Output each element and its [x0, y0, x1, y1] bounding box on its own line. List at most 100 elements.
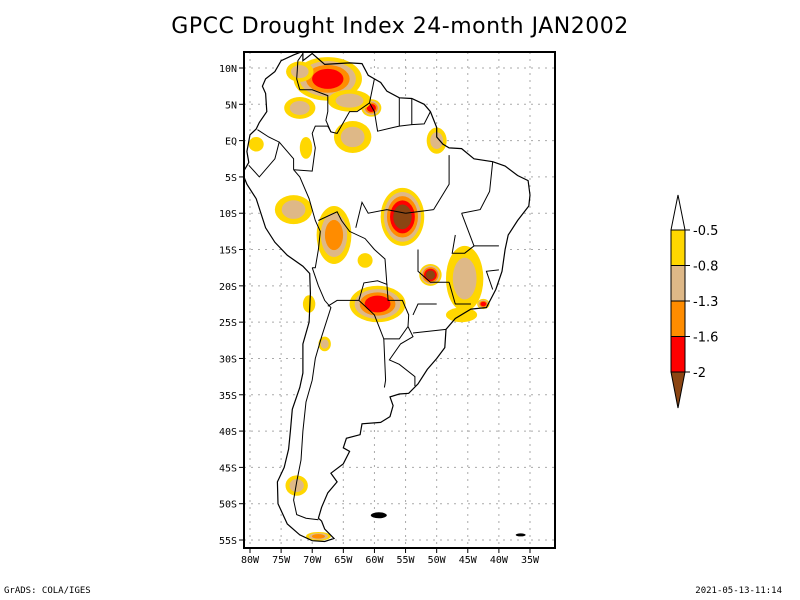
drought-level-2 [335, 93, 364, 108]
drought-level-2 [290, 65, 309, 79]
country-border [417, 249, 450, 283]
drought-region [316, 206, 352, 265]
footer-credit: GrADS: COLA/IGES [4, 586, 91, 596]
drought-level-2 [281, 200, 306, 219]
lat-tick-label: 50S [219, 500, 237, 511]
lon-tick-label: 80W [241, 555, 260, 566]
country-border [383, 338, 387, 388]
map-frame [243, 51, 556, 549]
lon-tick-label: 60W [365, 555, 384, 566]
lat-tick-label: 55S [219, 536, 237, 547]
lat-tick-label: 10N [219, 64, 237, 75]
lat-tick-label: 35S [219, 391, 237, 402]
drought-level-1 [248, 136, 264, 152]
colorbar-segment [670, 300, 686, 337]
colorbar-label: -1.6 [693, 331, 718, 346]
lat-tick-label: 10S [219, 209, 237, 220]
drought-level-2 [289, 479, 304, 493]
south-georgia-island [515, 533, 526, 537]
country-border [248, 129, 280, 178]
drought-region [327, 89, 372, 112]
drought-level-1 [299, 136, 313, 159]
drought-level-2 [289, 100, 310, 115]
colorbar-label: -0.5 [693, 224, 718, 239]
country-border [405, 209, 434, 214]
drought-level-4 [480, 301, 487, 307]
colorbar-bottom-arrow [670, 371, 686, 409]
drought-region [248, 136, 264, 152]
coastline [244, 52, 531, 543]
lat-tick-label: 15S [219, 246, 237, 257]
drought-region [302, 295, 316, 313]
drought-level-1 [302, 295, 316, 313]
drought-level-3 [311, 534, 325, 539]
drought-region [333, 120, 372, 153]
drought-region [299, 136, 313, 159]
lon-tick-label: 70W [303, 555, 322, 566]
lat-tick-label: 30S [219, 354, 237, 365]
drought-region [357, 253, 373, 268]
drought-region [274, 195, 313, 225]
colorbar-label: -1.3 [693, 295, 718, 310]
drought-level-5 [393, 204, 412, 230]
country-border [451, 213, 475, 254]
axis-ticks: 10N 5N EQ 5S 10S 15S 20S 25S 30S 35S 40S 45S 50S 55S 8… [219, 64, 540, 566]
falkland-islands [370, 512, 387, 519]
drought-level-2 [430, 132, 444, 150]
country-border [448, 282, 471, 305]
drought-region [426, 127, 447, 154]
drought-region [318, 336, 331, 352]
lat-tick-label: EQ [225, 137, 237, 148]
drought-level-4 [364, 295, 391, 313]
lon-tick-label: 50W [428, 555, 447, 566]
drought-region [445, 245, 484, 312]
country-border [293, 169, 321, 269]
colorbar-segment [670, 265, 686, 302]
country-border [369, 102, 431, 132]
lat-tick-label: 25S [219, 318, 237, 329]
lon-tick-label: 40W [490, 555, 509, 566]
colorbar-segment [670, 336, 686, 373]
country-border [318, 211, 388, 307]
country-border [355, 200, 406, 228]
lon-tick-label: 35W [521, 555, 540, 566]
drought-regions [248, 57, 490, 541]
lon-tick-label: 45W [459, 555, 478, 566]
country-border [412, 303, 437, 316]
drought-level-2 [320, 339, 329, 349]
drought-level-2 [452, 257, 477, 300]
country-border [461, 161, 494, 214]
lon-tick-label: 75W [272, 555, 291, 566]
lat-tick-label: 5N [225, 100, 237, 111]
lat-tick-label: 45S [219, 463, 237, 474]
lat-tick-label: 5S [225, 173, 237, 184]
drought-level-1 [357, 253, 373, 268]
drought-region [286, 61, 314, 82]
drought-level-3 [324, 219, 344, 251]
drought-region [349, 285, 406, 323]
lat-tick-label: 20S [219, 282, 237, 293]
country-border [485, 269, 499, 290]
footer-timestamp: 2021-05-13-11:14 [695, 586, 782, 596]
country-border [412, 328, 447, 334]
drought-level-2 [340, 126, 365, 148]
coastlines [244, 52, 531, 543]
country-border [278, 141, 295, 170]
colorbar-label: -0.8 [693, 260, 718, 275]
colorbar-label: -2 [693, 366, 706, 381]
drought-level-5 [425, 270, 436, 280]
lon-tick-label: 55W [397, 555, 416, 566]
drought-region [306, 531, 331, 541]
country-border [299, 89, 332, 133]
drought-region [284, 97, 316, 119]
colorbar-top-arrow [670, 194, 686, 231]
lon-tick-label: 65W [334, 555, 353, 566]
country-border [433, 155, 450, 210]
country-border [388, 326, 416, 387]
lat-tick-label: 40S [219, 427, 237, 438]
country-border [293, 267, 332, 521]
colorbar-segment [670, 229, 686, 266]
country-border [296, 53, 304, 90]
chart-title: GPCC Drought Index 24-month JAN2002 [171, 14, 629, 39]
